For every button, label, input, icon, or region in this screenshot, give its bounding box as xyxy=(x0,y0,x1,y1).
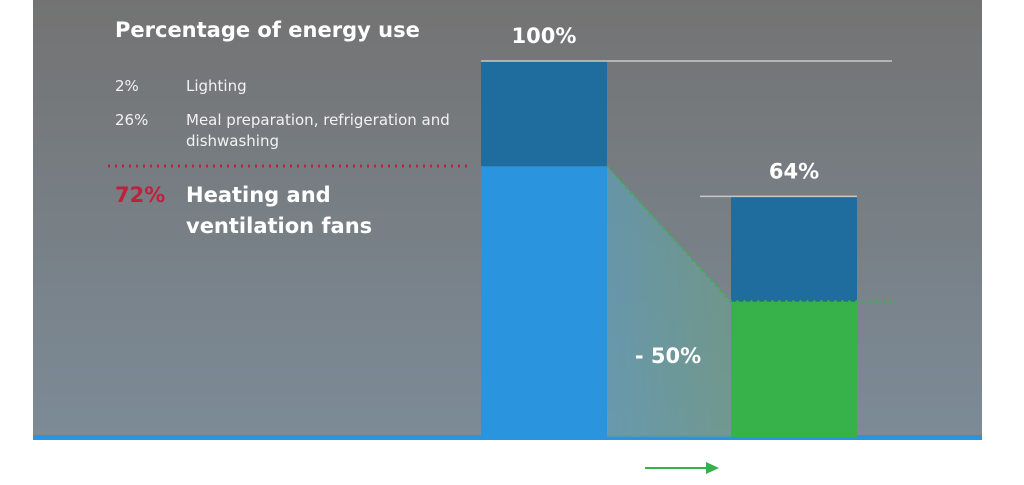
baseline xyxy=(33,435,982,440)
reduction-line xyxy=(605,165,892,304)
breakdown-value: 72% xyxy=(115,183,166,207)
chart-title: Percentage of energy use xyxy=(115,18,420,42)
change-label: - 50% xyxy=(635,344,701,368)
breakdown-label: Lighting xyxy=(186,77,247,95)
bar-segment xyxy=(731,196,857,302)
breakdown-value: 2% xyxy=(115,77,139,95)
total-label: 100% xyxy=(512,24,577,48)
arrow-head xyxy=(706,462,719,474)
bar-segment xyxy=(731,301,857,437)
breakdown-value: 26% xyxy=(115,111,149,129)
breakdown-label: Meal preparation, refrigeration and dish… xyxy=(186,111,450,150)
breakdown-label: Heating and ventilation fans xyxy=(186,183,373,238)
bar-segment xyxy=(481,61,607,167)
bar-segment xyxy=(481,166,607,437)
total-label: 64% xyxy=(769,159,819,183)
reduction-area xyxy=(607,166,731,437)
